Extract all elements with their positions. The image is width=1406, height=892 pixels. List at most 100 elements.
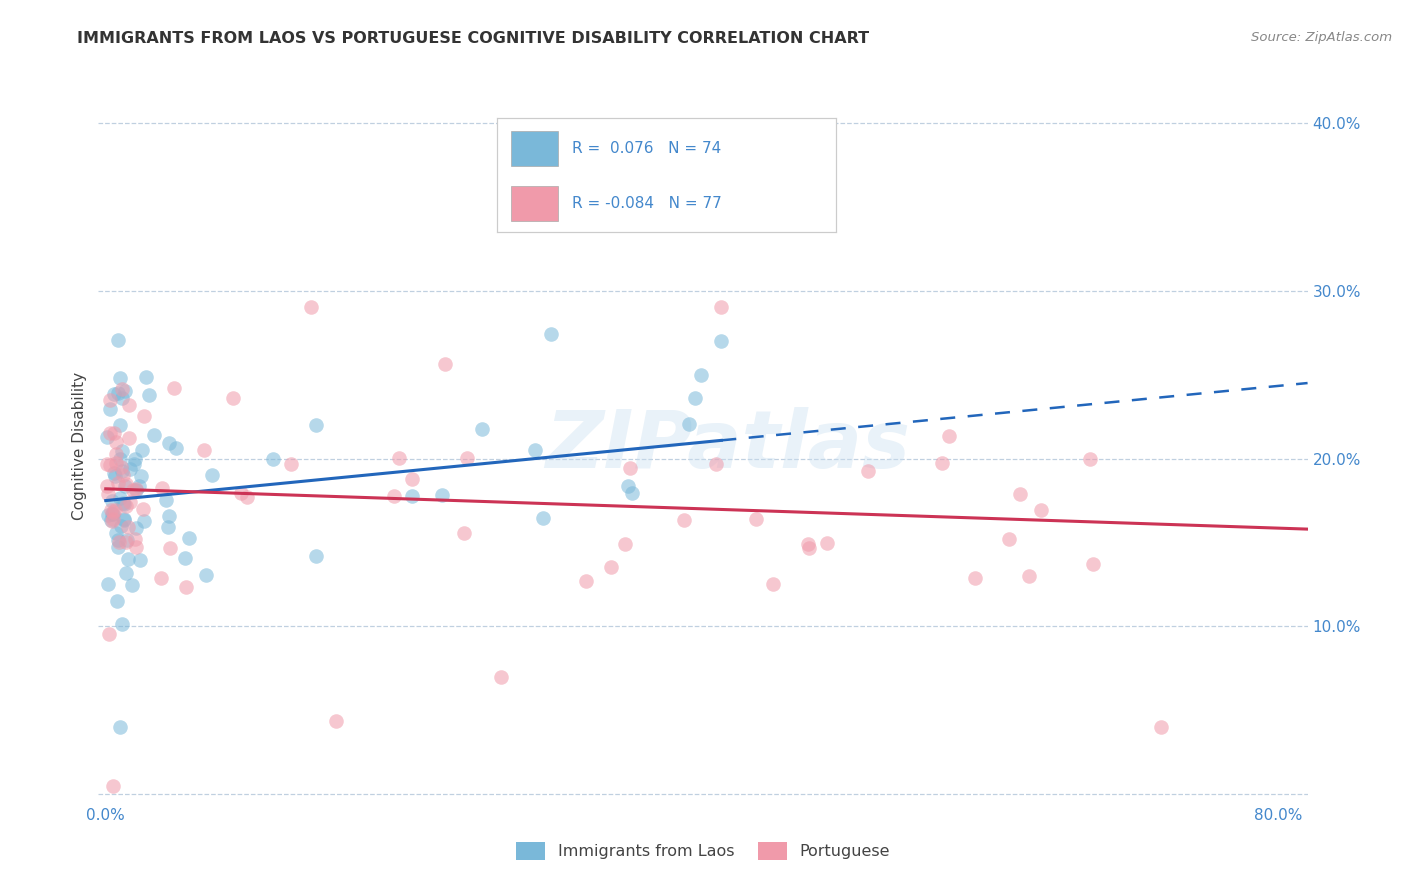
Point [103, 425, 125, 440]
Point [97, 487, 120, 501]
Point [128, 553, 150, 567]
Point [135, 369, 157, 384]
Point [107, 476, 129, 491]
Point [155, 493, 177, 508]
Point [96, 430, 118, 444]
Point [689, 368, 711, 382]
Point [965, 571, 987, 585]
Point [262, 451, 284, 466]
Point [96, 478, 118, 492]
Point [710, 301, 733, 315]
Point [104, 525, 127, 540]
Point [125, 521, 148, 535]
Point [201, 468, 224, 483]
Point [856, 464, 879, 478]
Point [100, 513, 122, 527]
Legend: Immigrants from Laos, Portuguese: Immigrants from Laos, Portuguese [509, 836, 897, 866]
Point [325, 714, 347, 729]
Point [815, 536, 838, 550]
Point [456, 451, 478, 466]
Point [797, 537, 820, 551]
Point [111, 496, 134, 510]
Point [150, 481, 173, 495]
Point [173, 551, 195, 566]
Text: Source: ZipAtlas.com: Source: ZipAtlas.com [1251, 31, 1392, 45]
Point [108, 491, 131, 505]
Point [111, 444, 134, 458]
Point [179, 531, 201, 545]
Point [134, 409, 156, 424]
Point [157, 520, 180, 534]
Point [159, 541, 181, 556]
Point [105, 594, 128, 608]
Point [132, 501, 155, 516]
Point [797, 541, 820, 556]
Point [382, 490, 405, 504]
Point [524, 442, 547, 457]
Point [617, 479, 640, 493]
Point [432, 488, 454, 502]
Point [531, 510, 554, 524]
Point [98, 458, 121, 472]
Point [112, 512, 135, 526]
Point [931, 456, 953, 470]
Point [388, 450, 411, 465]
Point [745, 512, 768, 526]
Point [1078, 452, 1101, 467]
Point [131, 469, 153, 483]
Point [305, 549, 328, 563]
Point [107, 333, 129, 347]
Point [104, 503, 127, 517]
Point [110, 519, 132, 533]
Point [115, 533, 138, 548]
Point [575, 574, 598, 588]
Point [174, 580, 197, 594]
Point [305, 417, 328, 432]
Point [1031, 502, 1053, 516]
Point [110, 720, 132, 734]
Point [121, 578, 143, 592]
Point [96, 508, 118, 523]
Point [100, 514, 122, 528]
Point [673, 513, 696, 527]
Point [704, 458, 727, 472]
Point [110, 417, 132, 432]
Point [163, 381, 186, 395]
Point [280, 457, 302, 471]
Point [195, 568, 218, 582]
Point [107, 533, 129, 547]
Point [1010, 487, 1032, 501]
Point [998, 532, 1021, 546]
Point [98, 401, 121, 416]
Point [118, 398, 141, 412]
Point [124, 452, 146, 467]
Point [299, 301, 322, 315]
Point [105, 446, 128, 460]
Point [125, 482, 148, 496]
Point [100, 425, 122, 440]
Point [103, 387, 125, 401]
Point [157, 508, 180, 523]
Point [131, 442, 153, 457]
Point [491, 670, 513, 684]
Point [762, 576, 785, 591]
Point [115, 500, 138, 514]
Point [122, 483, 145, 498]
Point [114, 479, 136, 493]
Point [157, 435, 180, 450]
Point [107, 386, 129, 401]
Point [433, 357, 456, 371]
Point [101, 493, 124, 508]
Point [619, 461, 641, 475]
Point [117, 519, 139, 533]
Point [108, 535, 131, 549]
Point [100, 502, 122, 516]
Point [114, 534, 136, 549]
Point [231, 485, 253, 500]
Point [621, 485, 644, 500]
Point [149, 571, 172, 585]
Point [138, 388, 160, 402]
Point [613, 537, 636, 551]
Point [118, 431, 141, 445]
Point [111, 617, 134, 632]
